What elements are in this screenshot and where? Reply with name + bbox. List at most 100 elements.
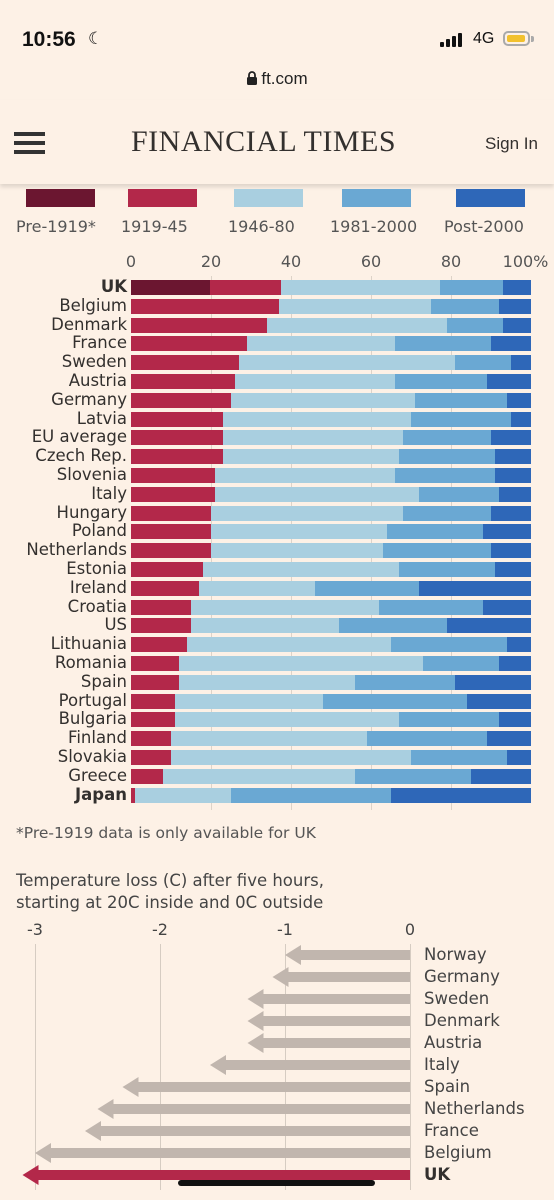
legend-swatch-4 [456,189,525,207]
temp-arrow [22,1165,410,1185]
bar-segment [499,298,531,314]
row-label: Bulgaria [58,709,127,729]
bar-segment [131,787,135,803]
lock-icon [247,71,258,85]
bar-segment [467,693,531,709]
bar-segment [211,543,383,559]
bar-segment [495,562,531,577]
bar-segment [131,524,211,540]
row-label: Belgium [59,295,127,315]
legend-swatch-1 [128,189,197,207]
ft-logo[interactable]: FINANCIAL TIMES [131,125,397,158]
bar-segment [419,580,531,596]
bar-segment [135,787,231,803]
bar-segment [399,562,495,577]
bar-segment [447,317,503,333]
arrow-head [122,1077,139,1097]
bar-segment [203,562,399,577]
temp-arrow [210,1055,410,1075]
chart-footnote: *Pre-1919 data is only available for UK [16,824,316,842]
bar-segment [339,618,447,634]
home-indicator[interactable] [178,1180,375,1186]
bar-segment [171,750,411,765]
arrow-head [35,1143,51,1163]
bar-segment [187,637,391,653]
row-label: Latvia [76,408,127,428]
bar-segment [487,731,531,747]
legend-swatch-3 [342,189,411,207]
stacked-bar [131,317,531,333]
bar-segment [395,336,491,352]
temp-row-label: Netherlands [424,1099,525,1118]
bar-segment [131,637,187,653]
network-type: 4G [473,30,495,47]
row-label: Japan [75,784,127,804]
stacked-bar [131,580,531,596]
bar-segment [131,618,191,634]
url-display[interactable]: ft.com [0,69,554,89]
bar-segment [511,355,531,371]
bar-segment [223,411,411,427]
row-label: UK [100,277,127,296]
row-label: Slovakia [57,747,127,766]
stacked-bar [131,599,531,615]
arrow-shaft [109,1104,410,1114]
battery-icon [503,31,530,46]
temp-row-label: Denmark [424,1011,500,1030]
browser-url-bar[interactable]: ft.com [0,64,554,100]
arrow-shaft [259,1016,410,1026]
bar-segment [179,674,355,690]
stacked-bar [131,768,531,784]
bar-segment [191,599,379,615]
row-label: Denmark [51,314,127,334]
row-label: US [104,615,127,635]
bar-segment [131,562,203,577]
stacked-bar [131,374,531,389]
bar-segment [131,656,179,671]
bar-segment [175,693,323,709]
bar-segment [411,750,507,765]
battery-tip [531,36,534,42]
temp-x-tick-label: -3 [27,920,43,939]
signal-bar-1 [440,42,444,47]
bar-segment [423,656,499,671]
bar-segment [191,618,339,634]
bar-segment [223,449,399,465]
gridline [371,276,372,810]
sign-in-link[interactable]: Sign In [485,134,538,153]
arrow-head [272,967,289,987]
gridline [451,276,452,810]
temp-arrow [85,1121,410,1141]
bar-segment [499,486,531,502]
temp-row-label: Sweden [424,989,490,1008]
bar-segment [507,392,531,408]
row-label: Croatia [67,596,127,616]
row-label: Sweden [61,352,127,372]
row-label: Estonia [66,559,127,578]
bar-segment [483,599,531,615]
temp-row-label: UK [424,1165,451,1184]
bar-segment [163,768,355,784]
stacked-bar [131,392,531,408]
bar-segment [267,317,447,333]
bar-segment [507,637,531,653]
menu-icon[interactable] [14,132,46,154]
bar-segment [131,280,211,295]
row-label: Austria [68,371,127,390]
bar-segment [231,787,391,803]
bar-segment [215,486,419,502]
x-tick-label: 60 [360,252,382,271]
legend-swatch-0 [26,189,95,207]
bar-segment [367,731,487,747]
temp-row-label: Italy [424,1055,460,1074]
bar-segment [503,317,531,333]
stacked-bar [131,787,531,803]
temp-gridline [35,944,36,1190]
row-label: Italy [91,483,127,503]
bar-segment [455,674,531,690]
x-tick-label: 100% [502,252,549,271]
bar-segment [210,280,282,295]
bar-segment [247,336,395,352]
arrow-head [247,1033,264,1053]
status-bar: 10:56 ☾ 4G [0,0,554,64]
